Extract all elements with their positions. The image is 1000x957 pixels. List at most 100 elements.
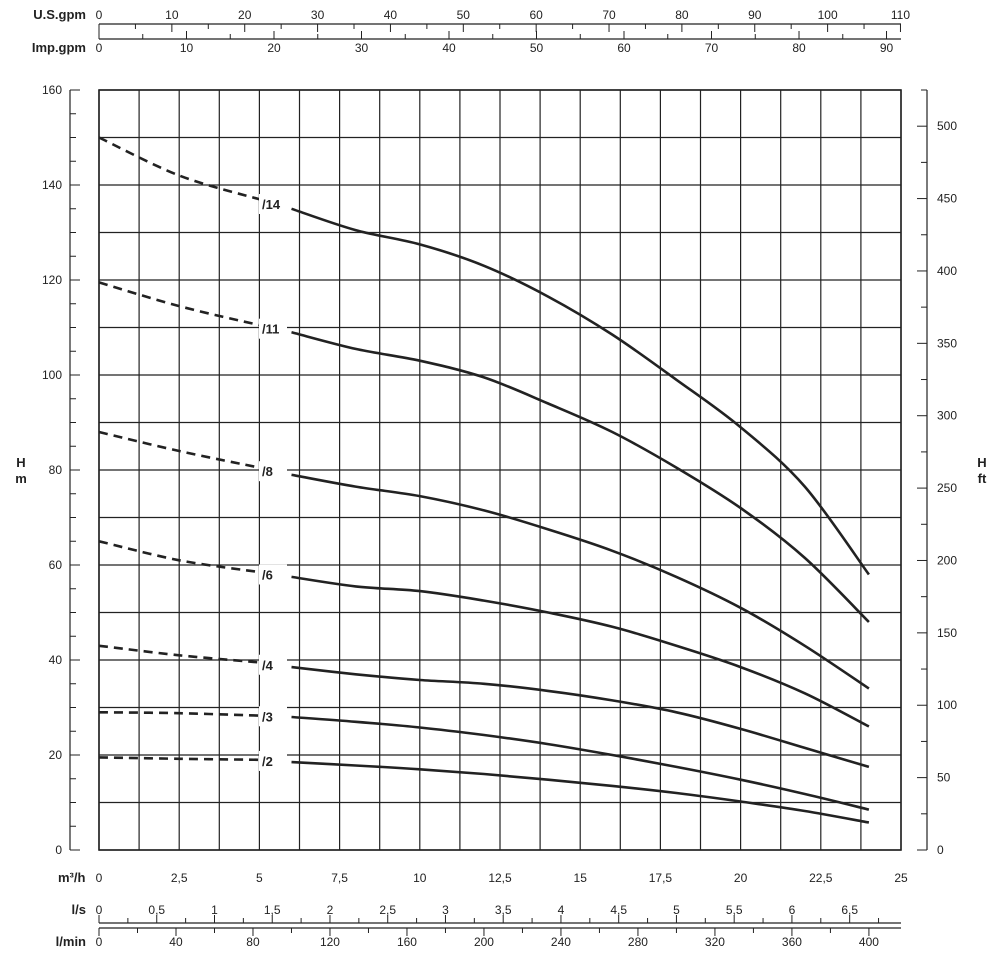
curve-solid-11 [291, 331, 870, 623]
impgpm-axis: 0 10 20 30 40 50 60 70 80 90 Imp.gpm [32, 31, 901, 55]
curve-dashed-11 [98, 281, 260, 327]
impgpm-axis-tick-label: 0 [96, 41, 103, 55]
left-tick-label: 160 [42, 83, 62, 97]
right-tick-label: 200 [937, 553, 957, 567]
right-tick-label: 150 [937, 626, 957, 640]
curve-label-6: /6 [262, 568, 273, 583]
usgpm-axis-label: U.S.gpm [33, 7, 86, 22]
lmin-axis-label: l/min [56, 934, 86, 949]
curve-label-bg [259, 654, 287, 675]
ls-axis-label: l/s [72, 902, 86, 917]
lmin-axis-tick-label: 360 [782, 935, 802, 949]
left-tick-label: 140 [42, 178, 62, 192]
right-tick-label: 450 [937, 192, 957, 206]
right-tick-label: 300 [937, 409, 957, 423]
right-tick-label: 0 [937, 843, 944, 857]
right-tick-label: 350 [937, 336, 957, 350]
lmin-axis-tick-label: 160 [397, 935, 417, 949]
ls-axis-tick-label: 2,5 [379, 903, 396, 917]
ls-axis-tick-label: 1 [211, 903, 218, 917]
usgpm-axis-tick-label: 50 [457, 8, 471, 22]
x-tick-label: 12,5 [488, 871, 512, 885]
usgpm-axis-tick-label: 30 [311, 8, 325, 22]
usgpm-axis: 0 10 20 30 40 50 60 70 80 90 100 110 U.S.gpm [33, 7, 910, 32]
curve-dashed-8 [98, 430, 260, 469]
x-tick-label: 17,5 [649, 871, 673, 885]
x-tick-label: 5 [256, 871, 263, 885]
curve-solid-14 [291, 207, 870, 576]
ls-axis: 0 0,5 1 1,5 2 2,5 3 3,5 4 4,5 5 5,5 6 6,5 l/s [72, 902, 901, 924]
ls-axis-tick-label: 6,5 [841, 903, 858, 917]
right-axis-label-h: H [977, 455, 986, 470]
ls-axis-tick-label: 6 [789, 903, 796, 917]
head-m-axis: 0 20 40 60 80 100 120 140 160 Hm [15, 83, 80, 857]
impgpm-axis-tick-label: 30 [355, 41, 369, 55]
impgpm-axis-tick-label: 60 [617, 41, 631, 55]
right-tick-label: 500 [937, 119, 957, 133]
x-tick-label: 10 [413, 871, 427, 885]
ls-axis-tick-label: 3,5 [495, 903, 512, 917]
plot-frame [98, 89, 902, 851]
x-tick-label: 22,5 [809, 871, 833, 885]
curve-label-8: /8 [262, 464, 273, 479]
head-ft-axis: 0 50 100 150 200 250 300 350 400 450 500 Hft [917, 89, 987, 857]
curve-label-2: /2 [262, 754, 273, 769]
usgpm-axis-tick-label: 100 [818, 8, 838, 22]
usgpm-axis-tick-label: 0 [96, 8, 103, 22]
left-tick-label: 120 [42, 273, 62, 287]
right-tick-label: 100 [937, 698, 957, 712]
usgpm-axis-tick-label: 20 [238, 8, 252, 22]
impgpm-axis-tick-label: 80 [792, 41, 806, 55]
x-tick-label: 2,5 [171, 871, 188, 885]
right-tick-label: 400 [937, 264, 957, 278]
flow-m3h-axis: 0 2,5 5 7,5 10 12,5 15 17,5 20 22,5 25 m³/h [58, 870, 908, 885]
curve-dashed-14 [98, 136, 260, 201]
usgpm-axis-tick-label: 10 [165, 8, 179, 22]
curve-label-bg [259, 750, 287, 771]
pump-curves: /14/11/8/6/4/3/2 [98, 136, 870, 824]
lmin-axis-tick-label: 0 [96, 935, 103, 949]
curve-dashed-6 [98, 540, 260, 574]
lmin-axis-tick-label: 280 [628, 935, 648, 949]
ls-axis-tick-label: 1,5 [264, 903, 281, 917]
curve-label-bg [259, 564, 287, 585]
ls-axis-tick-label: 0,5 [148, 903, 165, 917]
usgpm-axis-tick-label: 90 [748, 8, 762, 22]
lmin-axis-tick-label: 40 [169, 935, 183, 949]
ls-axis-tick-label: 2 [327, 903, 334, 917]
ls-axis-tick-label: 4 [558, 903, 565, 917]
ls-axis-tick-label: 0 [96, 903, 103, 917]
curve-label-11: /11 [262, 322, 279, 337]
ls-axis-tick-label: 4,5 [610, 903, 627, 917]
impgpm-axis-tick-label: 10 [180, 41, 194, 55]
x-tick-label: 20 [734, 871, 748, 885]
curve-solid-3 [291, 715, 870, 811]
left-tick-label: 80 [49, 463, 63, 477]
right-axis-label-unit: ft [978, 471, 987, 486]
left-tick-label: 100 [42, 368, 62, 382]
lmin-axis: 0 40 80 120 160 200 240 280 320 360 400 l/min [56, 927, 901, 949]
ls-axis-tick-label: 5 [673, 903, 680, 917]
x-axis-label: m³/h [58, 870, 86, 885]
curve-dashed-2 [98, 756, 260, 762]
curve-dashed-3 [98, 711, 260, 717]
plot-grid [98, 89, 902, 851]
ls-axis-tick-label: 3 [442, 903, 449, 917]
x-tick-label: 25 [894, 871, 908, 885]
left-tick-label: 60 [49, 558, 63, 572]
left-tick-label: 40 [49, 653, 63, 667]
x-tick-label: 15 [574, 871, 588, 885]
curve-label-3: /3 [262, 709, 273, 724]
right-tick-label: 50 [937, 771, 951, 785]
right-tick-label: 250 [937, 481, 957, 495]
lmin-axis-tick-label: 320 [705, 935, 725, 949]
curve-solid-2 [291, 760, 870, 824]
curve-label-4: /4 [262, 658, 274, 673]
lmin-axis-tick-label: 200 [474, 935, 494, 949]
usgpm-axis-tick-label: 60 [529, 8, 543, 22]
lmin-axis-tick-label: 240 [551, 935, 571, 949]
lmin-axis-tick-label: 80 [246, 935, 260, 949]
curve-solid-6 [291, 575, 870, 728]
left-axis-label-unit: m [15, 471, 27, 486]
